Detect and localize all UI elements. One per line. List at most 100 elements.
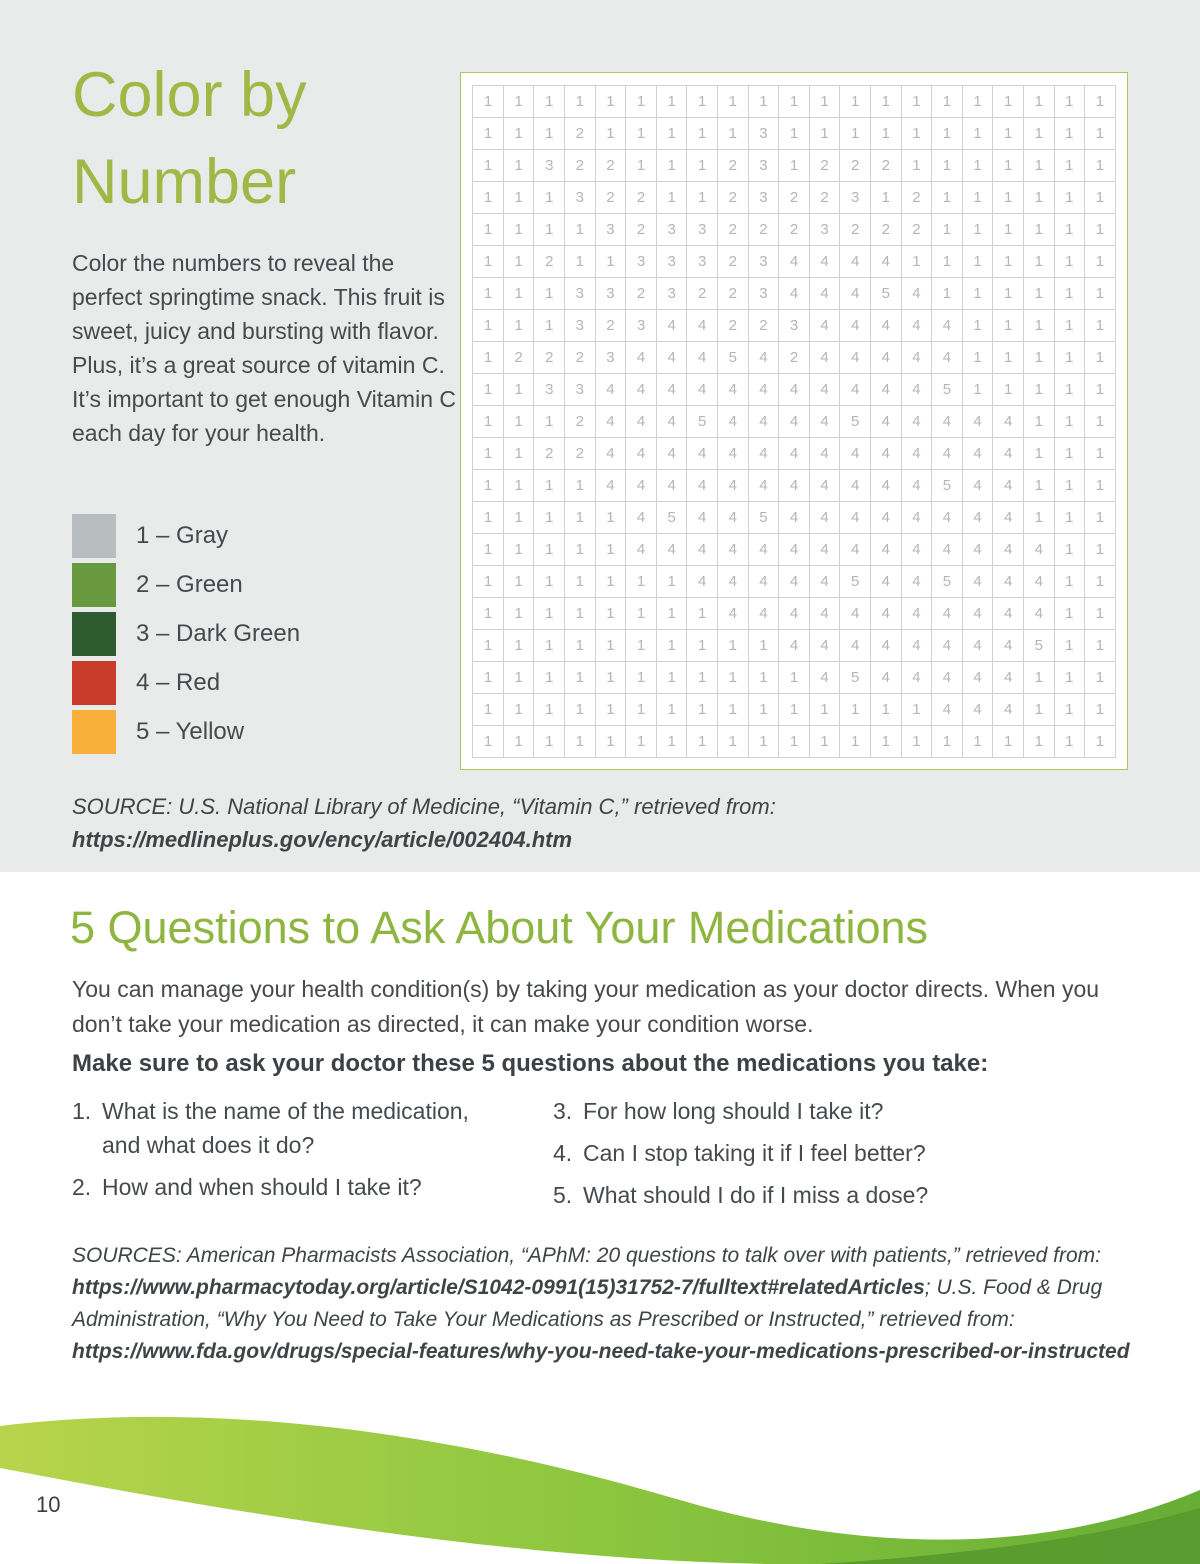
grid-cell: 1 — [1085, 373, 1116, 406]
grid-cell: 1 — [626, 565, 657, 598]
grid-cell: 2 — [534, 341, 566, 374]
grid-cell: 1 — [687, 725, 719, 758]
grid-cell: 1 — [565, 533, 596, 566]
wave-accent-shape — [820, 1508, 1200, 1564]
grid-cell: 4 — [870, 469, 902, 502]
grid-cell: 2 — [809, 149, 841, 182]
grid-cell: 3 — [809, 213, 841, 246]
wave-shape — [0, 1416, 1200, 1564]
grid-cell: 1 — [962, 309, 994, 342]
grid-cell: 3 — [534, 373, 566, 406]
grid-cell: 4 — [809, 437, 841, 470]
grid-cell: 1 — [473, 533, 504, 566]
questions-left: 1. What is the name of the medication, an… — [72, 1094, 512, 1212]
grid-cell: 1 — [503, 245, 535, 278]
grid-cell: 4 — [840, 597, 871, 630]
grid-cell: 4 — [718, 373, 749, 406]
legend-swatch-red — [72, 661, 116, 705]
grid-cell: 1 — [534, 629, 566, 662]
grid-cell: 1 — [1085, 693, 1116, 726]
grid-cell: 1 — [1085, 469, 1116, 502]
grid-cell: 1 — [748, 85, 780, 118]
grid-cell: 1 — [962, 245, 994, 278]
grid-cell: 2 — [595, 309, 627, 342]
grid-cell: 1 — [1085, 341, 1116, 374]
grid-cell: 4 — [1023, 597, 1055, 630]
grid-cell: 1 — [1054, 213, 1086, 246]
grid-cell: 1 — [503, 373, 535, 406]
grid-cell: 1 — [503, 277, 535, 310]
grid-cell: 5 — [840, 661, 871, 694]
grid-cell: 1 — [595, 725, 627, 758]
grid-cell: 4 — [962, 469, 994, 502]
color-by-number-description: Color the numbers to reveal the perfect … — [72, 250, 456, 446]
grid-cell: 2 — [779, 181, 810, 214]
grid-cell: 4 — [656, 469, 688, 502]
grid-cell: 4 — [901, 373, 933, 406]
grid-cell: 4 — [626, 341, 657, 374]
grid-cell: 2 — [595, 149, 627, 182]
grid-cell: 1 — [687, 85, 719, 118]
grid-cell: 1 — [473, 213, 504, 246]
question-item: 3. For how long should I take it? — [553, 1094, 1033, 1128]
grid-cell: 1 — [503, 661, 535, 694]
grid-cell: 4 — [993, 597, 1024, 630]
grid-cell: 1 — [1085, 181, 1116, 214]
grid-cell: 4 — [870, 245, 902, 278]
grid-cell: 1 — [1023, 501, 1055, 534]
grid-cell: 1 — [595, 533, 627, 566]
grid-cell: 1 — [595, 117, 627, 150]
grid-cell: 1 — [932, 277, 963, 310]
grid-cell: 1 — [1054, 117, 1086, 150]
grid-cell: 4 — [687, 341, 719, 374]
grid-cell: 1 — [870, 85, 902, 118]
grid-cell: 1 — [503, 437, 535, 470]
grid-cell: 1 — [656, 661, 688, 694]
grid-cell: 1 — [840, 693, 871, 726]
grid-cell: 1 — [993, 213, 1024, 246]
grid-cell: 4 — [962, 565, 994, 598]
grid-cell: 4 — [1023, 565, 1055, 598]
grid-cell: 1 — [870, 693, 902, 726]
legend-swatch-green — [72, 563, 116, 607]
grid-cell: 1 — [473, 725, 504, 758]
grid-cell: 4 — [779, 629, 810, 662]
grid-cell: 1 — [1085, 501, 1116, 534]
grid-cell: 1 — [1054, 149, 1086, 182]
grid-cell: 4 — [993, 469, 1024, 502]
grid-cell: 4 — [656, 373, 688, 406]
grid-cell: 4 — [718, 437, 749, 470]
grid-cell: 4 — [809, 405, 841, 438]
legend-label: 1 – Gray — [136, 522, 229, 549]
grid-cell: 1 — [1054, 245, 1086, 278]
grid-cell: 4 — [809, 309, 841, 342]
grid-cell: 2 — [718, 213, 749, 246]
grid-cell: 1 — [1085, 245, 1116, 278]
grid-cell: 1 — [687, 597, 719, 630]
question-item: 4. Can I stop taking it if I feel better? — [553, 1136, 1033, 1170]
grid-cell: 4 — [993, 501, 1024, 534]
grid-cell: 1 — [565, 469, 596, 502]
grid-cell: 1 — [809, 725, 841, 758]
grid-cell: 4 — [809, 245, 841, 278]
grid-cell: 1 — [534, 501, 566, 534]
grid-cell: 1 — [534, 533, 566, 566]
grid-cell: 1 — [962, 373, 994, 406]
grid-cell: 1 — [1023, 661, 1055, 694]
grid-cell: 1 — [901, 245, 933, 278]
grid-cell: 4 — [932, 693, 963, 726]
grid-cell: 1 — [901, 117, 933, 150]
grid-cell: 1 — [534, 469, 566, 502]
grid-cell: 1 — [503, 405, 535, 438]
grid-cell: 4 — [962, 693, 994, 726]
grid-cell: 1 — [1054, 597, 1086, 630]
grid-cell: 1 — [1054, 629, 1086, 662]
grid-cell: 1 — [962, 117, 994, 150]
grid-cell: 2 — [718, 309, 749, 342]
grid-cell: 4 — [962, 597, 994, 630]
grid-cell: 4 — [718, 597, 749, 630]
grid-cell: 1 — [503, 501, 535, 534]
grid-cell: 2 — [595, 181, 627, 214]
grid-cell: 1 — [595, 245, 627, 278]
